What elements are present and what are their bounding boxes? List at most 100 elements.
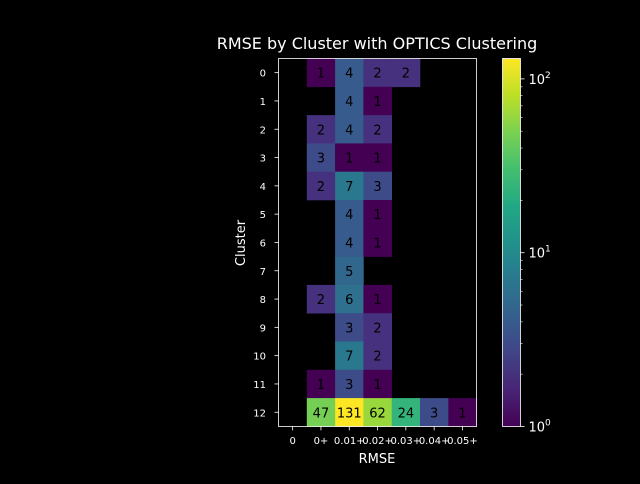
cell-value-label: 7 xyxy=(345,350,353,365)
cell-value-label: 3 xyxy=(345,378,353,393)
heatmap-cell xyxy=(306,398,336,427)
cell-value-label: 1 xyxy=(373,236,381,251)
y-axis-label: Cluster xyxy=(234,219,249,266)
cell-value-label: 2 xyxy=(373,123,381,138)
heatmap-cell xyxy=(335,58,364,88)
cell-value-label: 62 xyxy=(369,406,386,421)
heatmap-cell xyxy=(420,398,449,427)
cell-value-label: 1 xyxy=(373,208,381,223)
cell-value-label: 4 xyxy=(345,95,353,110)
heatmap-cell xyxy=(363,341,392,371)
cell-value-label: 2 xyxy=(373,67,381,82)
x-tick-label: 0.03+ xyxy=(391,436,422,447)
y-tick-label: 11 xyxy=(253,380,266,391)
heatmap-cell xyxy=(335,86,364,116)
y-tick-label: 2 xyxy=(260,125,266,136)
cell-value-label: 1 xyxy=(345,152,353,167)
heatmap-cell xyxy=(363,86,392,116)
colorbar: 100 101 102 xyxy=(502,58,552,436)
cell-value-label: 47 xyxy=(313,406,330,421)
cell-value-label: 1 xyxy=(373,293,381,308)
heatmap-cell xyxy=(363,58,392,88)
cell-value-label: 2 xyxy=(317,123,325,138)
cell-value-label: 131 xyxy=(337,406,362,421)
cell-value-label: 7 xyxy=(345,180,353,195)
cell-value-label: 6 xyxy=(345,293,353,308)
heatmap-cell xyxy=(363,369,392,399)
y-tick-label: 8 xyxy=(260,295,266,306)
heatmap-cell xyxy=(306,171,336,201)
cell-value-label: 3 xyxy=(345,321,353,336)
heatmap-cell xyxy=(306,143,336,172)
heatmap-cell xyxy=(391,58,421,88)
cell-value-label: 2 xyxy=(373,321,381,336)
cell-value-label: 1 xyxy=(458,406,466,421)
heatmap-cell xyxy=(363,398,392,427)
heatmap-cell xyxy=(391,398,421,427)
cell-value-label: 5 xyxy=(345,265,353,280)
colorbar-tick-label: 102 xyxy=(529,71,551,88)
cell-value-label: 1 xyxy=(317,67,325,82)
cell-value-label: 2 xyxy=(317,293,325,308)
heatmap-cell xyxy=(335,284,364,314)
heatmap-cell xyxy=(306,115,336,144)
cell-value-label: 24 xyxy=(398,406,415,421)
y-tick-label: 0 xyxy=(260,69,266,80)
heatmap-cell xyxy=(335,341,364,371)
cell-value-label: 2 xyxy=(402,67,410,82)
cell-value-label: 1 xyxy=(373,95,381,110)
x-tick-label: 0.02+ xyxy=(362,436,393,447)
y-tick-label: 4 xyxy=(260,182,266,193)
y-tick-label: 5 xyxy=(260,210,266,221)
y-tick-label: 6 xyxy=(260,238,266,249)
x-tick-label: 0.01+ xyxy=(334,436,365,447)
cell-value-label: 2 xyxy=(373,350,381,365)
heatmap-cell xyxy=(306,369,336,399)
heatmap-cell xyxy=(363,115,392,144)
chart-title: RMSE by Cluster with OPTICS Clustering xyxy=(217,34,538,53)
x-axis-label: RMSE xyxy=(359,452,396,467)
heatmap-cell xyxy=(363,228,392,257)
heatmap-cell xyxy=(335,369,364,399)
y-tick-label: 9 xyxy=(260,323,266,334)
heatmap-cell xyxy=(335,171,364,201)
cell-value-label: 4 xyxy=(345,236,353,251)
cell-value-label: 4 xyxy=(345,208,353,223)
cell-value-label: 3 xyxy=(317,152,325,167)
heatmap-cells: 1 4 2 24 12 4 23 1 12 7 34 14 152 6 13 27 21 3 147 131 62 24 3… xyxy=(306,58,477,427)
cell-value-label: 4 xyxy=(345,123,353,138)
x-axis: 0 0+ 0.01+0.02+0.03+0.04+0.05+ xyxy=(289,426,478,447)
heatmap-cell xyxy=(335,256,364,286)
y-tick-label: 12 xyxy=(253,408,266,419)
cell-value-label: 3 xyxy=(373,180,381,195)
y-tick-label: 7 xyxy=(260,267,266,278)
x-tick-label: 0 xyxy=(289,436,295,447)
y-tick-label: 10 xyxy=(253,352,266,363)
x-tick-label: 0.04+ xyxy=(419,436,450,447)
cell-value-label: 4 xyxy=(345,67,353,82)
cell-value-label: 2 xyxy=(317,180,325,195)
heatmap-cell xyxy=(335,228,364,257)
heatmap-cell xyxy=(448,398,477,427)
heatmap-cell xyxy=(335,115,364,144)
colorbar-gradient xyxy=(502,58,521,427)
colorbar-tick-label: 100 xyxy=(529,419,552,436)
heatmap-cell xyxy=(306,58,336,88)
heatmap-cell xyxy=(306,284,336,314)
y-tick-label: 3 xyxy=(260,154,266,165)
cell-value-label: 1 xyxy=(317,378,325,393)
cell-value-label: 1 xyxy=(373,378,381,393)
y-tick-label: 1 xyxy=(260,97,266,108)
heatmap-cell xyxy=(363,143,392,172)
heatmap-cell xyxy=(363,313,392,342)
heatmap-cell xyxy=(363,171,392,201)
heatmap-cell xyxy=(335,313,364,342)
heatmap-cell xyxy=(363,200,392,229)
heatmap-cell xyxy=(363,284,392,314)
cell-value-label: 1 xyxy=(373,152,381,167)
x-tick-label: 0.05+ xyxy=(447,436,478,447)
cell-value-label: 3 xyxy=(430,406,438,421)
